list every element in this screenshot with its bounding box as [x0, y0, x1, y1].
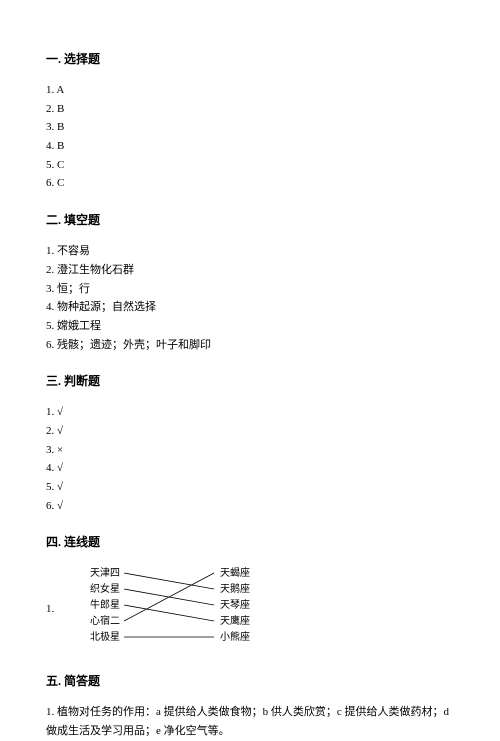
fill-item: 3. 恒；行: [46, 280, 454, 299]
svg-text:天津四: 天津四: [90, 567, 120, 579]
section-judge-title: 三. 判断题: [46, 372, 454, 389]
choice-item: 5. C: [46, 156, 454, 175]
svg-text:天鹅座: 天鹅座: [220, 582, 250, 595]
judge-item: 1. √: [46, 403, 454, 422]
svg-text:心宿二: 心宿二: [90, 614, 120, 627]
section-fill: 二. 填空题 1. 不容易 2. 澄江生物化石群 3. 恒；行 4. 物种起源；…: [46, 211, 454, 354]
judge-item: 2. √: [46, 422, 454, 441]
section-short-title: 五. 简答题: [46, 672, 454, 689]
section-choice-title: 一. 选择题: [46, 50, 454, 67]
svg-text:天鹰座: 天鹰座: [220, 614, 250, 627]
section-choice: 一. 选择题 1. A 2. B 3. B 4. B 5. C 6. C: [46, 50, 454, 193]
choice-item: 1. A: [46, 81, 454, 100]
svg-text:天琴座: 天琴座: [220, 598, 250, 611]
fill-item: 4. 物种起源；自然选择: [46, 298, 454, 317]
section-fill-title: 二. 填空题: [46, 211, 454, 228]
judge-item: 5. √: [46, 478, 454, 497]
fill-item: 5. 嫦娥工程: [46, 317, 454, 336]
choice-item: 2. B: [46, 100, 454, 119]
fill-item: 6. 残骸；遗迹；外壳；叶子和脚印: [46, 336, 454, 355]
choice-item: 6. C: [46, 174, 454, 193]
section-matching-title: 四. 连线题: [46, 533, 454, 550]
section-judge: 三. 判断题 1. √ 2. √ 3. × 4. √ 5. √ 6. √: [46, 372, 454, 515]
judge-item: 6. √: [46, 497, 454, 516]
judge-item: 3. ×: [46, 441, 454, 460]
short-paragraph: 1. 植物对任务的作用：a 提供给人类做食物；b 供人类欣赏；c 提供给人类做药…: [46, 703, 454, 740]
matching-wrap: 1. 天津四织女星牛郎星心宿二北极星 天蝎座天鹅座天琴座天鹰座小熊座: [46, 564, 454, 654]
section-matching: 四. 连线题 1. 天津四织女星牛郎星心宿二北极星 天蝎座天鹅座天琴座天鹰座小熊座: [46, 533, 454, 654]
judge-list: 1. √ 2. √ 3. × 4. √ 5. √ 6. √: [46, 403, 454, 515]
svg-text:天蝎座: 天蝎座: [220, 566, 250, 579]
fill-list: 1. 不容易 2. 澄江生物化石群 3. 恒；行 4. 物种起源；自然选择 5.…: [46, 242, 454, 354]
choice-item: 4. B: [46, 137, 454, 156]
svg-text:小熊座: 小熊座: [220, 630, 250, 643]
fill-item: 1. 不容易: [46, 242, 454, 261]
matching-diagram: 天津四织女星牛郎星心宿二北极星 天蝎座天鹅座天琴座天鹰座小熊座: [60, 564, 280, 654]
svg-text:牛郎星: 牛郎星: [90, 598, 120, 611]
judge-item: 4. √: [46, 459, 454, 478]
matching-number: 1.: [46, 603, 54, 615]
svg-text:织女星: 织女星: [90, 582, 120, 595]
choice-item: 3. B: [46, 118, 454, 137]
svg-text:北极星: 北极星: [90, 630, 120, 643]
fill-item: 2. 澄江生物化石群: [46, 261, 454, 280]
choice-list: 1. A 2. B 3. B 4. B 5. C 6. C: [46, 81, 454, 193]
